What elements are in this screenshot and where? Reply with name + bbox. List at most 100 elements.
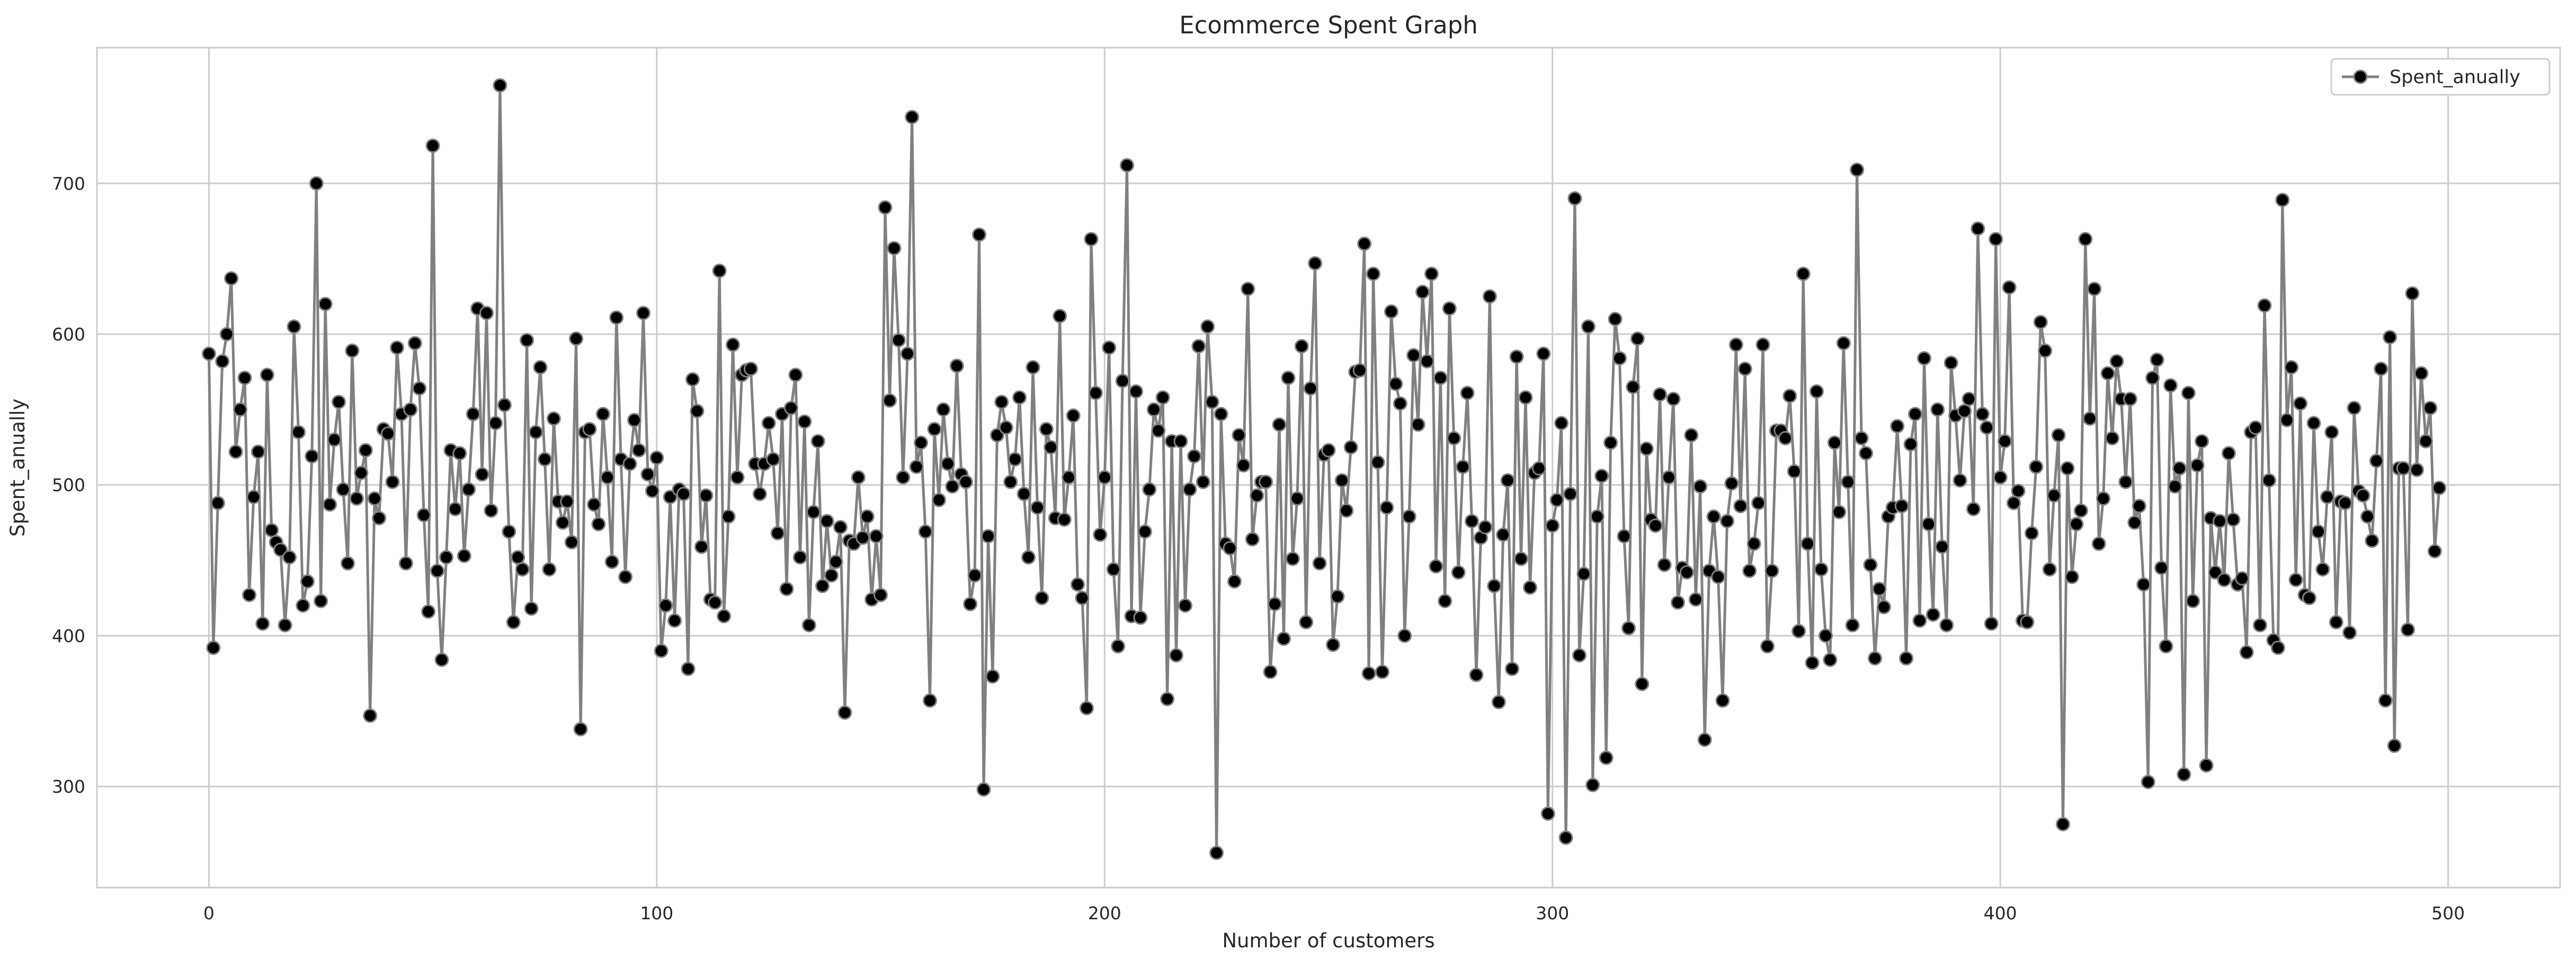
data-point	[466, 407, 480, 422]
data-point	[1155, 390, 1170, 405]
data-point	[278, 618, 292, 633]
data-point	[1926, 607, 1940, 622]
data-point	[1352, 363, 1367, 378]
data-point	[2396, 461, 2411, 476]
data-point	[1666, 391, 1681, 406]
legend-entry-label: Spent_anually	[2390, 67, 2520, 88]
data-point	[1388, 377, 1403, 391]
legend: Spent_anually	[2330, 58, 2551, 96]
data-point	[1021, 550, 1036, 564]
data-point	[345, 343, 360, 358]
data-point	[1469, 668, 1484, 682]
data-point	[2302, 590, 2316, 605]
data-point	[1478, 520, 1493, 534]
data-point	[618, 569, 633, 584]
data-point	[1590, 509, 1605, 524]
data-point	[891, 333, 906, 347]
data-point	[1764, 563, 1779, 578]
data-point	[927, 422, 942, 436]
data-point	[2369, 453, 2384, 468]
data-point	[327, 432, 342, 447]
data-point	[1187, 449, 1201, 464]
data-point	[2342, 625, 2357, 640]
data-point	[1420, 354, 1434, 369]
data-point	[1778, 431, 1793, 445]
data-point	[1263, 665, 1278, 679]
data-point	[878, 200, 893, 215]
data-point	[1720, 514, 1734, 528]
data-point	[1545, 518, 1560, 533]
data-point	[797, 414, 812, 429]
data-point	[1066, 408, 1081, 423]
data-point	[770, 526, 785, 541]
data-point	[949, 358, 964, 373]
data-point	[1514, 551, 1528, 566]
data-point	[1245, 532, 1260, 546]
data-point	[676, 487, 691, 501]
data-point	[981, 529, 995, 544]
data-point	[2378, 693, 2393, 708]
data-point	[2423, 401, 2438, 415]
data-point	[363, 708, 378, 723]
y-tick-labels: 300 400 500 600 700	[52, 173, 85, 797]
data-point	[2374, 362, 2388, 376]
data-point	[2387, 738, 2402, 753]
data-point	[1975, 407, 1990, 422]
data-point	[923, 693, 937, 708]
data-point	[524, 601, 539, 616]
data-point	[2007, 496, 2021, 510]
data-point	[1957, 404, 1972, 418]
data-point	[1232, 428, 1246, 443]
data-point	[972, 227, 986, 242]
x-axis-label: Number of customers	[1222, 929, 1434, 952]
data-point	[1697, 732, 1712, 747]
data-point	[228, 444, 243, 459]
data-point	[1876, 599, 1891, 614]
data-point	[237, 371, 252, 386]
data-point	[1482, 289, 1497, 304]
data-point	[1106, 562, 1121, 577]
data-point	[511, 550, 525, 564]
data-point	[461, 482, 476, 497]
data-point	[1549, 492, 1564, 507]
data-point	[1415, 284, 1430, 299]
data-point	[1505, 661, 1520, 676]
data-point	[1357, 236, 1372, 251]
data-point	[999, 420, 1013, 435]
data-point	[1115, 373, 1130, 388]
data-point	[206, 640, 221, 655]
data-point	[810, 434, 825, 449]
data-point	[1334, 473, 1349, 488]
data-point	[314, 594, 328, 608]
x-tick-label: 500	[2431, 903, 2465, 924]
data-point	[1146, 402, 1161, 417]
data-point	[1657, 558, 1672, 572]
data-point	[533, 360, 548, 375]
x-tick-labels: 0 100 200 300 400 500	[203, 903, 2465, 924]
data-point	[1062, 470, 1076, 485]
data-point	[1728, 337, 1743, 352]
data-point	[287, 319, 301, 334]
data-point	[2100, 366, 2115, 381]
data-point	[667, 613, 682, 628]
data-point	[1178, 598, 1192, 613]
data-point	[398, 556, 413, 571]
data-point	[1308, 256, 1323, 271]
data-point	[1339, 503, 1354, 518]
data-point	[1088, 386, 1103, 400]
data-point	[2118, 474, 2133, 489]
data-point	[2195, 434, 2209, 449]
data-point	[932, 492, 946, 507]
data-point	[1859, 446, 1873, 461]
data-point	[1787, 464, 1802, 479]
data-point	[1935, 540, 1949, 554]
data-point	[2181, 386, 2196, 400]
data-point	[2221, 446, 2236, 461]
data-point	[1962, 391, 1976, 406]
data-point	[1518, 390, 1533, 405]
data-point	[1491, 695, 1506, 710]
data-point	[255, 616, 270, 631]
data-point	[2208, 565, 2223, 580]
data-point	[2360, 509, 2375, 524]
data-point	[985, 669, 1000, 684]
